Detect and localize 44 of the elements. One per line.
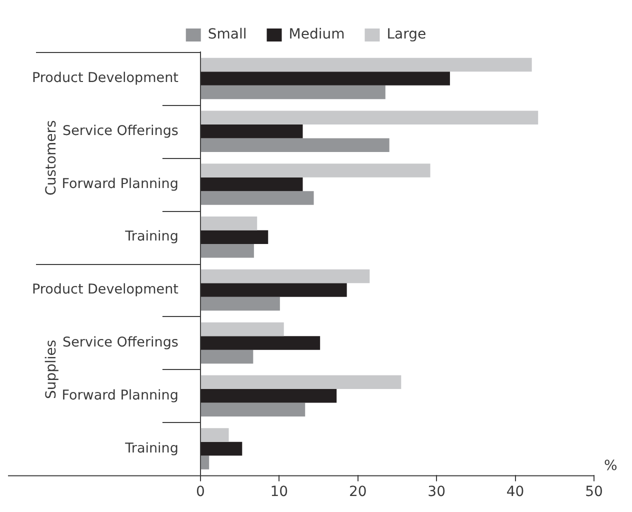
- bar: [200, 72, 450, 86]
- bar: [200, 402, 306, 416]
- bar: [200, 216, 258, 230]
- x-tick-label: 20: [348, 484, 367, 500]
- bar: [200, 58, 532, 72]
- bar: [200, 336, 320, 350]
- y-tick-label: Training: [124, 228, 178, 245]
- x-tick-label: 0: [196, 484, 205, 500]
- bar: [200, 456, 210, 470]
- bar: [200, 164, 430, 178]
- legend-label: Large: [386, 26, 426, 43]
- bar: [200, 388, 337, 403]
- bar: [200, 244, 254, 258]
- text: Supplies: [44, 340, 60, 400]
- x-tick-label: 10: [270, 484, 288, 500]
- bar: [200, 322, 284, 336]
- bar: [200, 177, 303, 192]
- bar: [200, 110, 538, 124]
- bar: [200, 442, 242, 456]
- bar: [200, 124, 303, 138]
- bar: [200, 230, 268, 244]
- bar: [200, 191, 314, 205]
- y-tick-label: Product Development: [32, 282, 178, 298]
- bar: [200, 375, 402, 389]
- text: Customers: [44, 120, 60, 196]
- bar: [200, 350, 254, 364]
- y-tick-label: Forward Planning: [62, 176, 178, 192]
- bar: [200, 296, 280, 311]
- bar: [200, 269, 370, 284]
- bar: [200, 283, 347, 297]
- y-tick-label: Product Development: [32, 70, 178, 86]
- legend-label: Small: [208, 26, 247, 43]
- x-tick-label: 40: [506, 484, 524, 500]
- bar: [200, 428, 229, 442]
- y-tick-label: Service Offerings: [62, 334, 178, 350]
- bar: [200, 138, 390, 152]
- y-tick-label: Training: [124, 440, 178, 456]
- x-tick-label: 30: [428, 484, 446, 500]
- y-tick-label: Service Offerings: [62, 122, 178, 139]
- legend-label: Medium: [288, 26, 345, 43]
- bar: [200, 85, 386, 100]
- x-axis-title: %: [604, 458, 618, 474]
- x-tick-label: 50: [585, 484, 603, 500]
- y-tick-label: Forward Planning: [62, 387, 178, 404]
